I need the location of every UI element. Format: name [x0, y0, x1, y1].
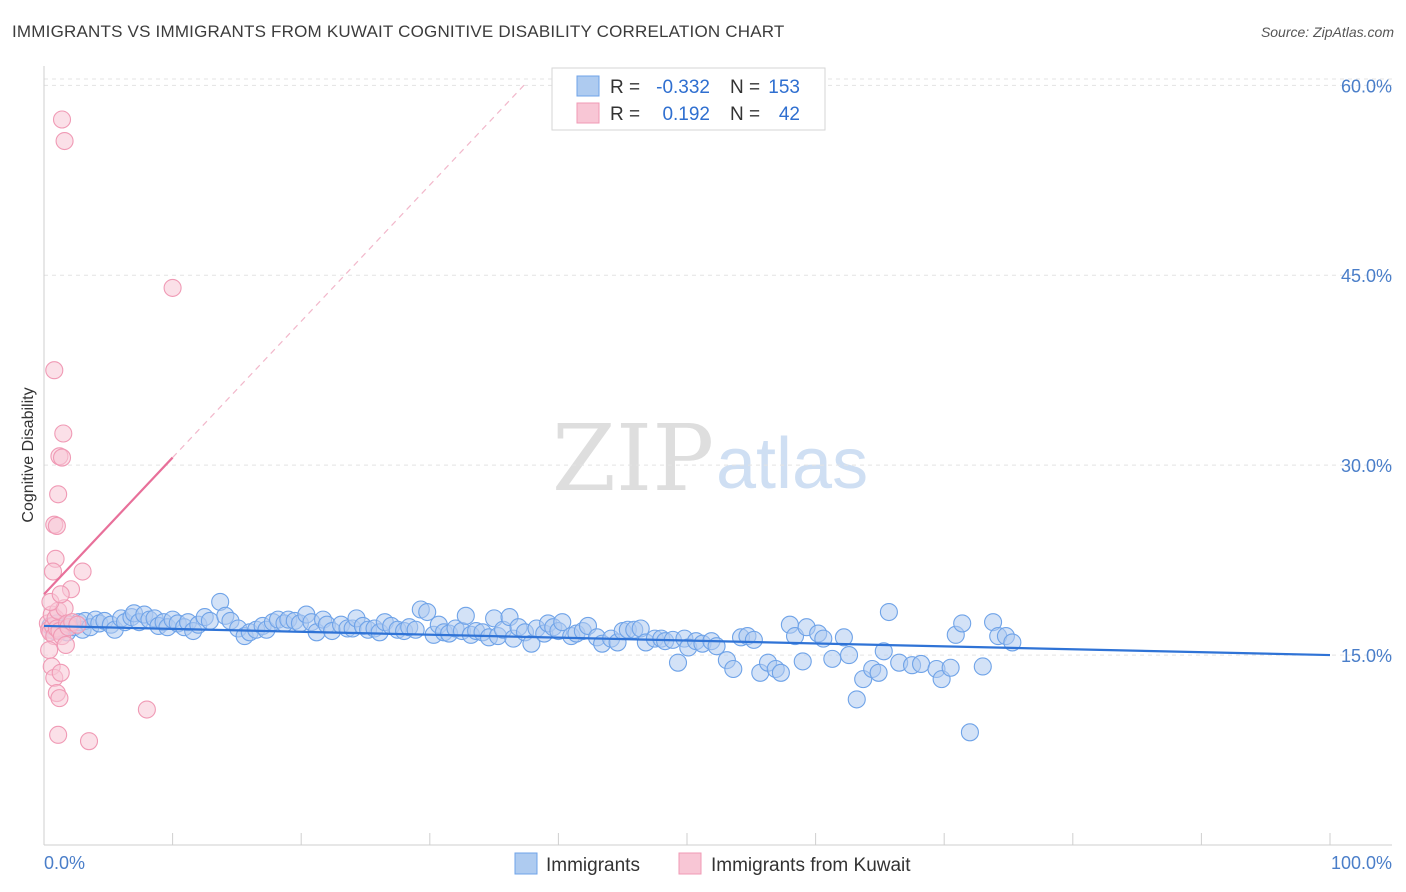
point-kuwait	[68, 615, 87, 634]
trend-line-kuwait	[43, 456, 174, 596]
y-tick-label: 45.0%	[1341, 266, 1392, 286]
point-immigrants	[1003, 633, 1022, 652]
point-kuwait	[40, 640, 59, 660]
point-immigrants	[793, 652, 812, 671]
point-immigrants	[912, 654, 931, 673]
stats-n-value-0: 153	[768, 77, 800, 98]
point-kuwait	[73, 562, 92, 581]
legend-label-immigrants: Immigrants	[546, 855, 640, 876]
point-immigrants	[847, 690, 866, 709]
legend-label-kuwait: Immigrants from Kuwait	[711, 855, 911, 876]
point-immigrants	[724, 659, 743, 679]
point-immigrants	[456, 606, 475, 625]
stats-swatch-immigrants	[576, 75, 600, 97]
point-kuwait	[54, 424, 73, 443]
point-immigrants	[823, 649, 842, 668]
stats-n-label-0: N =	[730, 77, 760, 98]
point-kuwait	[45, 361, 64, 380]
point-immigrants	[553, 613, 572, 632]
stats-r-value-0: -0.332	[656, 77, 710, 98]
point-kuwait	[50, 689, 69, 708]
point-immigrants	[406, 620, 425, 639]
legend-swatch-immigrants	[514, 852, 538, 875]
y-tick-label: 60.0%	[1341, 76, 1392, 96]
stats-swatch-kuwait	[576, 102, 600, 124]
stats-n-label-1: N =	[730, 104, 760, 125]
stats-r-value-1: 0.192	[662, 104, 710, 125]
stats-legend: R = -0.332 N = 153 R = 0.192 N = 42	[551, 67, 826, 131]
point-immigrants	[953, 614, 972, 633]
chart-title: IMMIGRANTS VS IMMIGRANTS FROM KUWAIT COG…	[12, 22, 785, 41]
point-kuwait	[51, 585, 70, 604]
x-tick-label-min: 0.0%	[44, 853, 85, 873]
point-kuwait	[52, 110, 72, 129]
point-immigrants	[668, 653, 688, 672]
point-immigrants	[834, 628, 853, 647]
watermark-atlas: atlas	[716, 424, 868, 504]
x-tick-label-max: 100.0%	[1331, 853, 1392, 873]
point-immigrants	[869, 663, 888, 682]
watermark: ZIP atlas	[552, 405, 868, 512]
point-immigrants	[973, 657, 992, 676]
stats-r-label-1: R =	[610, 104, 640, 125]
legend-swatch-kuwait	[678, 852, 702, 875]
point-immigrants	[418, 602, 437, 622]
trend-lines	[172, 82, 527, 458]
point-immigrants	[771, 663, 790, 682]
y-tick-label: 30.0%	[1341, 456, 1392, 476]
point-kuwait	[79, 732, 99, 751]
grid	[44, 78, 1392, 656]
point-kuwait	[49, 725, 68, 744]
trend-extension-kuwait	[172, 82, 527, 458]
y-axis-label: Cognitive Disability	[20, 387, 37, 522]
watermark-zip: ZIP	[552, 405, 714, 512]
point-kuwait	[137, 700, 156, 719]
x-axis-ticks	[172, 833, 1331, 845]
series-immigrants	[41, 592, 1022, 742]
y-tick-label: 15.0%	[1341, 646, 1392, 666]
point-kuwait	[51, 663, 70, 682]
source-label: Source: ZipAtlas.com	[1260, 24, 1394, 40]
point-kuwait	[55, 131, 74, 151]
point-immigrants	[960, 723, 979, 742]
point-kuwait	[49, 485, 68, 504]
point-immigrants	[941, 658, 960, 677]
y-tick-labels: 15.0% 30.0% 45.0% 60.0%	[1341, 76, 1392, 666]
point-kuwait	[56, 635, 75, 655]
stats-r-label-0: R =	[610, 77, 640, 98]
point-immigrants	[744, 630, 763, 649]
point-immigrants	[839, 646, 859, 665]
stats-n-value-1: 42	[779, 104, 800, 125]
point-immigrants	[874, 642, 893, 661]
point-kuwait	[52, 448, 72, 467]
point-kuwait	[163, 278, 182, 297]
point-immigrants	[879, 602, 898, 622]
point-kuwait	[43, 562, 63, 581]
point-kuwait	[47, 516, 66, 535]
bottom-legend: Immigrants Immigrants from Kuwait	[514, 852, 911, 876]
series-immigrants-from-kuwait	[38, 110, 182, 751]
trend-line-immigrants	[43, 624, 1331, 657]
point-immigrants	[200, 611, 219, 630]
